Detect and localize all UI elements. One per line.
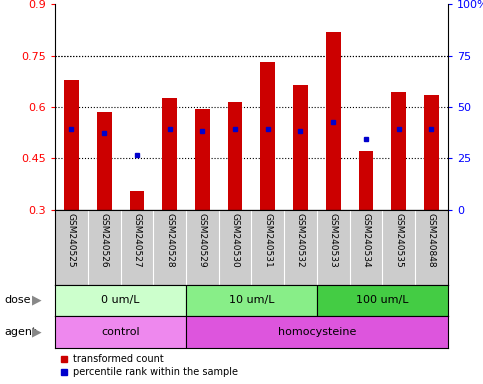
Text: GSM240531: GSM240531: [263, 214, 272, 268]
Text: 100 um/L: 100 um/L: [356, 295, 409, 305]
Bar: [129, 191, 144, 210]
Bar: [358, 151, 373, 210]
Bar: [391, 91, 406, 210]
Text: GSM240534: GSM240534: [361, 214, 370, 268]
Text: GSM240525: GSM240525: [67, 214, 76, 268]
Text: 10 um/L: 10 um/L: [228, 295, 274, 305]
Bar: [293, 85, 308, 210]
Bar: [55, 316, 186, 348]
Text: dose: dose: [5, 295, 31, 305]
Bar: [227, 102, 242, 210]
Text: GSM240530: GSM240530: [230, 214, 240, 268]
Text: control: control: [101, 327, 140, 337]
Text: GSM240529: GSM240529: [198, 214, 207, 268]
Text: ▶: ▶: [32, 294, 42, 307]
Bar: [317, 285, 448, 316]
Text: homocysteine: homocysteine: [278, 327, 356, 337]
Text: 0 um/L: 0 um/L: [101, 295, 140, 305]
Bar: [186, 316, 448, 348]
Text: agent: agent: [5, 327, 37, 337]
Text: GSM240526: GSM240526: [99, 214, 109, 268]
Text: GSM240533: GSM240533: [329, 214, 338, 268]
Text: GSM240527: GSM240527: [132, 214, 142, 268]
Bar: [162, 98, 177, 210]
Bar: [326, 31, 341, 210]
Bar: [64, 79, 79, 210]
Bar: [195, 109, 210, 210]
Legend: transformed count, percentile rank within the sample: transformed count, percentile rank withi…: [60, 354, 238, 377]
Bar: [186, 285, 317, 316]
Bar: [97, 112, 112, 210]
Bar: [424, 95, 439, 210]
Bar: [260, 63, 275, 210]
Text: GSM240528: GSM240528: [165, 214, 174, 268]
Text: GSM240848: GSM240848: [427, 214, 436, 268]
Bar: [55, 285, 186, 316]
Text: GSM240535: GSM240535: [394, 214, 403, 268]
Text: ▶: ▶: [32, 325, 42, 338]
Text: GSM240532: GSM240532: [296, 214, 305, 268]
